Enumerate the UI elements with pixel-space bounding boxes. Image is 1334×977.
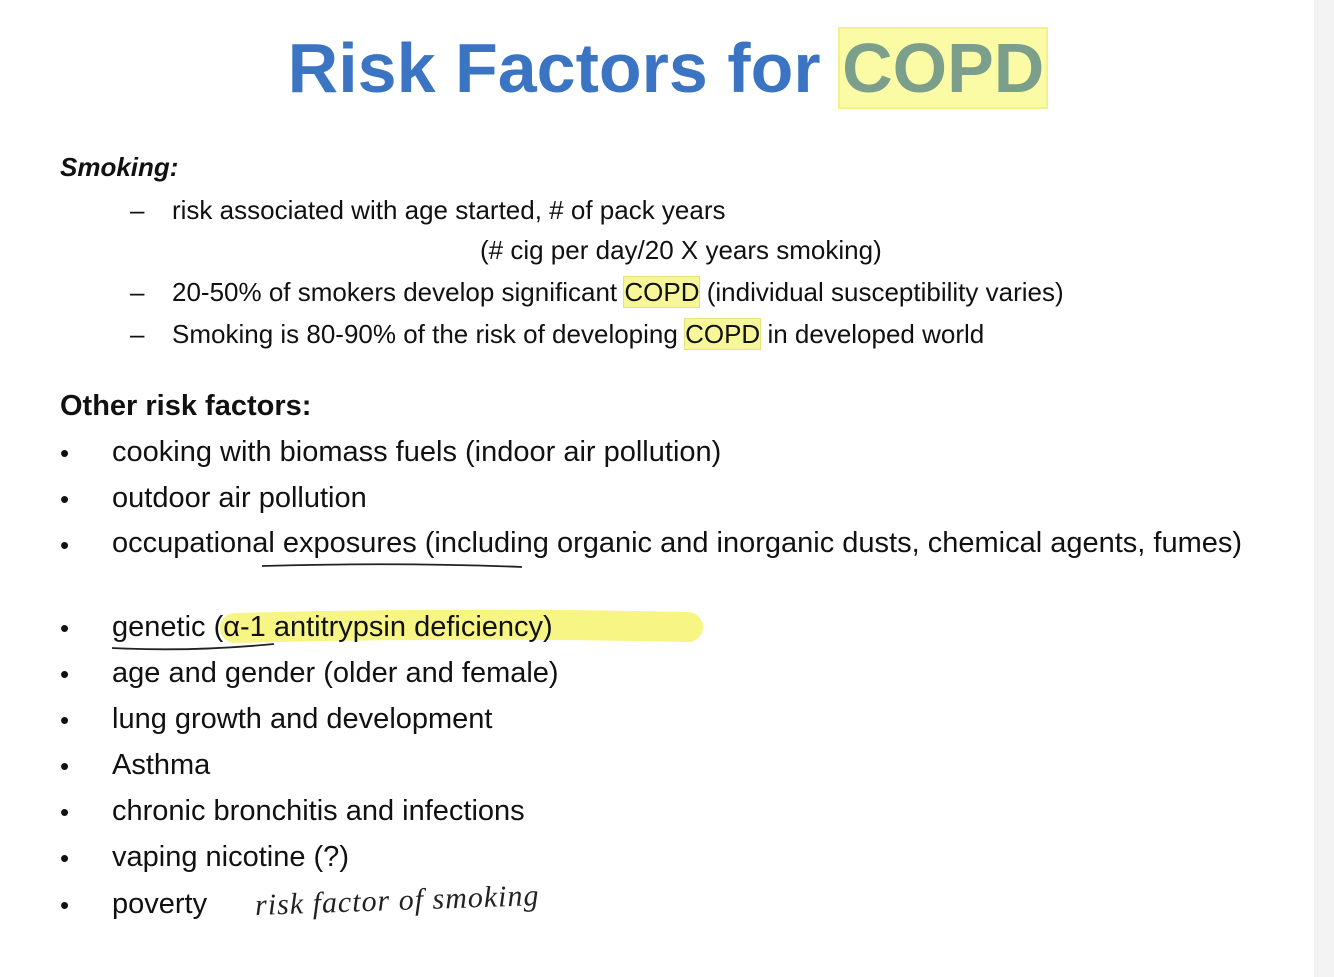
risk-factor-item: cooking with biomass fuels (indoor air p…	[112, 436, 722, 468]
bullet: •	[60, 484, 70, 514]
text: 20-50% of smokers develop significant	[172, 277, 618, 307]
bullet: •	[60, 797, 70, 827]
smoking-subline: (# cig per day/20 X years smoking)	[480, 235, 882, 265]
risk-factor-item: genetic (α-1 antitrypsin deficiency)	[112, 611, 553, 643]
risk-factor-item: outdoor air pollution	[112, 482, 367, 514]
underline	[111, 643, 275, 651]
other-heading: Other risk factors:	[60, 390, 312, 422]
title-highlight: COPD	[838, 27, 1049, 109]
title-text: Risk Factors for	[287, 29, 821, 107]
bullet: •	[60, 890, 70, 920]
highlighter	[220, 609, 703, 643]
risk-factor-item: occupational exposures (including organi…	[112, 527, 1243, 559]
underline	[261, 563, 523, 568]
text: Smoking is 80-90% of the risk of develop…	[172, 319, 678, 349]
bullet: •	[60, 530, 70, 560]
risk-factor-item: age and gender (older and female)	[112, 657, 559, 689]
bullet: •	[60, 843, 70, 873]
bullet: •	[60, 659, 70, 689]
risk-factor-item: lung growth and development	[112, 703, 493, 735]
risk-factor-item: Asthma	[112, 749, 211, 781]
text: (individual susceptibility varies)	[706, 277, 1064, 307]
bullet: •	[60, 613, 70, 643]
smoking-heading: Smoking:	[60, 152, 179, 182]
risk-factor-item: poverty	[112, 888, 208, 920]
text: in developed world	[767, 319, 985, 349]
highlight: COPD	[623, 276, 701, 308]
bullet: •	[60, 705, 70, 735]
bullet: •	[60, 438, 70, 468]
title: Risk Factors for COPD	[0, 27, 1334, 109]
dash: –	[130, 319, 145, 349]
smoking-item: risk associated with age started, # of p…	[172, 195, 726, 226]
smoking-item: 20-50% of smokers develop significant CO…	[172, 276, 1064, 308]
bullet: •	[60, 751, 70, 781]
highlight: COPD	[684, 318, 762, 350]
dash: –	[130, 277, 145, 307]
risk-factor-item: vaping nicotine (?)	[112, 841, 349, 873]
scrollbar-edge	[1314, 0, 1334, 977]
text: risk associated with age started, # of p…	[172, 195, 726, 225]
smoking-item: Smoking is 80-90% of the risk of develop…	[172, 318, 985, 350]
risk-factor-item: chronic bronchitis and infections	[112, 795, 525, 827]
dash: –	[130, 195, 145, 225]
